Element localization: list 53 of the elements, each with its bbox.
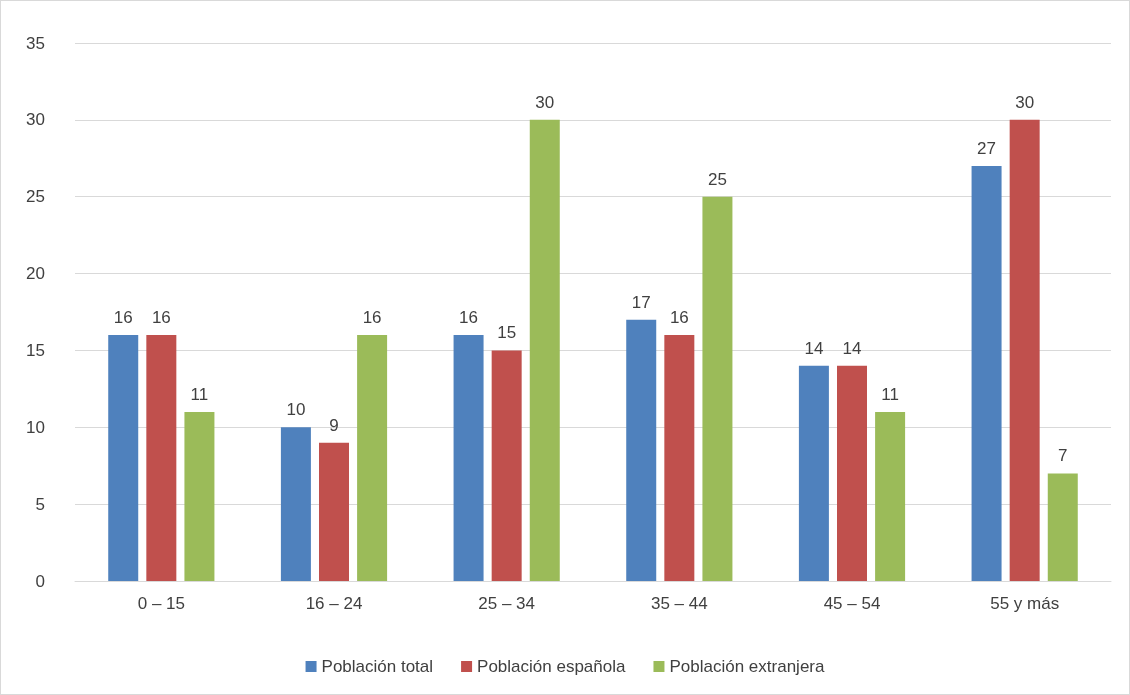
data-label: 11 [190,384,209,404]
y-tick-label: 30 [26,110,45,130]
y-tick-label: 15 [26,340,45,360]
data-label: 27 [977,138,997,158]
data-label: 10 [286,400,306,420]
bar [357,335,388,581]
data-label: 7 [1058,446,1068,466]
data-label: 15 [497,323,517,343]
legend-label: Población extranjera [669,657,825,676]
y-tick-label: 10 [26,417,45,437]
bar [971,165,1002,581]
data-label: 16 [113,308,133,328]
data-label: 16 [362,308,382,328]
x-tick-label: 16 – 24 [305,594,363,613]
y-tick-label: 20 [26,264,45,284]
bar [491,350,522,581]
bar [184,411,215,581]
bar [319,442,349,581]
x-tick-label: 0 – 15 [137,594,185,613]
bar [626,319,657,581]
legend-label: Población total [321,657,434,676]
bar [1047,473,1078,581]
data-label: 30 [1015,92,1035,112]
data-label: 14 [842,338,862,358]
y-tick-label: 0 [35,571,45,591]
x-tick-label: 35 – 44 [650,594,708,613]
bar [453,335,484,581]
data-label: 16 [151,308,171,328]
data-label: 11 [881,384,899,404]
bar [280,427,311,581]
legend-label: Población española [477,657,627,676]
y-tick-label: 35 [26,33,45,53]
bar [837,365,867,581]
bar [108,335,139,581]
data-label: 16 [669,308,689,328]
x-tick-label: 55 y más [990,594,1060,613]
bar [664,335,695,581]
data-label: 16 [459,308,479,328]
data-label: 14 [804,338,824,358]
x-tick-label: 25 – 34 [478,594,536,613]
y-tick-label: 25 [26,187,45,207]
data-label: 25 [707,169,727,189]
x-tick-label: 45 – 54 [823,594,881,613]
bar [702,196,733,581]
bar [1009,119,1040,581]
bar [529,119,560,581]
y-tick-label: 5 [35,494,45,514]
data-label: 17 [631,292,651,312]
bar [875,411,906,581]
data-label: 9 [329,415,339,435]
bar [798,365,829,581]
data-label: 30 [535,92,555,112]
bar [146,335,177,581]
